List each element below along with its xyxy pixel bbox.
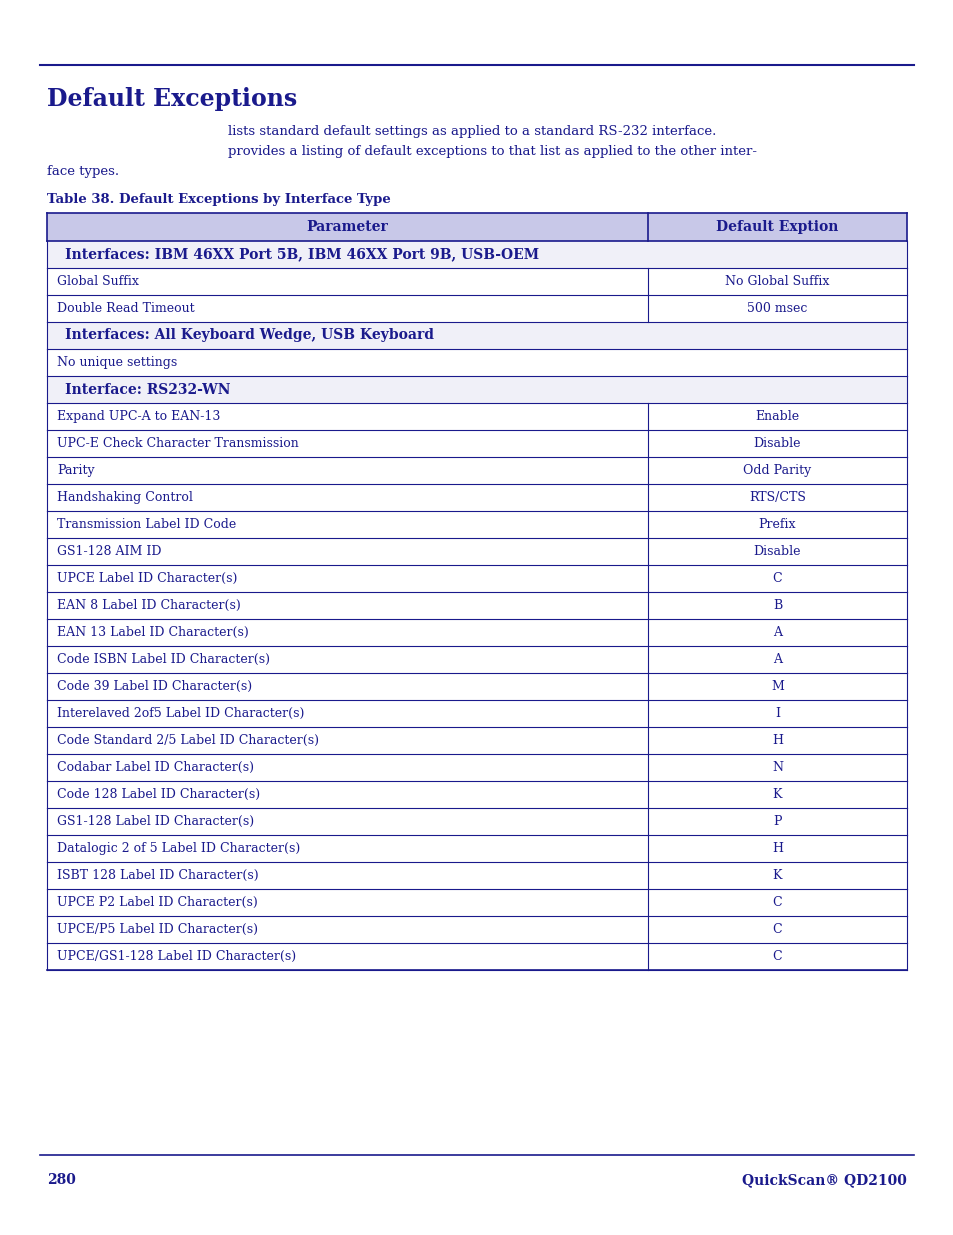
Text: A: A [772,626,781,638]
Text: C: C [772,897,781,909]
Text: Datalogic 2 of 5 Label ID Character(s): Datalogic 2 of 5 Label ID Character(s) [57,842,300,855]
Bar [47,673,906,700]
Bar [47,403,906,430]
Bar [47,835,906,862]
Text: GS1-128 Label ID Character(s): GS1-128 Label ID Character(s) [57,815,253,827]
Bar [47,916,906,944]
Text: Interfaces: IBM 46XX Port 5B, IBM 46XX Port 9B, USB-OEM: Interfaces: IBM 46XX Port 5B, IBM 46XX P… [65,247,538,262]
Bar [47,862,906,889]
Text: Code Standard 2/5 Label ID Character(s): Code Standard 2/5 Label ID Character(s) [57,734,318,747]
Bar [47,511,906,538]
Text: Prefix: Prefix [758,517,796,531]
Text: Enable: Enable [755,410,799,424]
Text: N: N [771,761,782,774]
Text: Table 38. Default Exceptions by Interface Type: Table 38. Default Exceptions by Interfac… [47,193,391,206]
Text: Global Suffix: Global Suffix [57,275,139,288]
Bar [47,781,906,808]
Bar [47,484,906,511]
Text: C: C [772,572,781,585]
Text: UPC-E Check Character Transmission: UPC-E Check Character Transmission [57,437,298,450]
Bar [47,889,906,916]
Text: Odd Parity: Odd Parity [742,464,811,477]
Text: Disable: Disable [753,545,801,558]
Text: 280: 280 [47,1173,76,1187]
Bar [47,808,906,835]
Bar [47,295,906,322]
Bar [47,700,906,727]
Text: No unique settings: No unique settings [57,356,177,369]
Bar [47,592,906,619]
Text: K: K [772,788,781,802]
Text: A: A [772,653,781,666]
Bar [47,457,906,484]
Text: ISBT 128 Label ID Character(s): ISBT 128 Label ID Character(s) [57,869,258,882]
Text: Code 39 Label ID Character(s): Code 39 Label ID Character(s) [57,680,252,693]
Text: Code 128 Label ID Character(s): Code 128 Label ID Character(s) [57,788,260,802]
Text: Default Exceptions: Default Exceptions [47,86,297,111]
Text: 500 msec: 500 msec [746,303,807,315]
Text: No Global Suffix: No Global Suffix [724,275,829,288]
Text: Handshaking Control: Handshaking Control [57,492,193,504]
Text: Disable: Disable [753,437,801,450]
Text: P: P [773,815,781,827]
Bar [47,375,906,403]
Text: Codabar Label ID Character(s): Codabar Label ID Character(s) [57,761,253,774]
Text: EAN 8 Label ID Character(s): EAN 8 Label ID Character(s) [57,599,240,613]
Bar [47,727,906,755]
Text: EAN 13 Label ID Character(s): EAN 13 Label ID Character(s) [57,626,249,638]
Text: Interelaved 2of5 Label ID Character(s): Interelaved 2of5 Label ID Character(s) [57,706,304,720]
Bar [47,322,906,350]
Text: UPCE P2 Label ID Character(s): UPCE P2 Label ID Character(s) [57,897,257,909]
Text: C: C [772,923,781,936]
Text: I: I [774,706,780,720]
Bar [47,430,906,457]
Text: QuickScan® QD2100: QuickScan® QD2100 [741,1173,906,1187]
Text: lists standard default settings as applied to a standard RS-232 interface.: lists standard default settings as appli… [228,125,716,138]
Text: C: C [772,950,781,963]
Text: face types.: face types. [47,165,119,178]
Text: Interfaces: All Keyboard Wedge, USB Keyboard: Interfaces: All Keyboard Wedge, USB Keyb… [65,329,434,342]
Bar [47,755,906,781]
Bar [47,538,906,564]
Text: H: H [771,842,782,855]
Text: provides a listing of default exceptions to that list as applied to the other in: provides a listing of default exceptions… [228,144,757,158]
Text: Code ISBN Label ID Character(s): Code ISBN Label ID Character(s) [57,653,270,666]
Bar [47,944,906,969]
Text: RTS/CTS: RTS/CTS [748,492,805,504]
Bar [47,241,906,268]
Text: Parity: Parity [57,464,94,477]
Text: B: B [772,599,781,613]
Text: Interface: RS232-WN: Interface: RS232-WN [65,383,231,396]
Text: Double Read Timeout: Double Read Timeout [57,303,194,315]
Text: GS1-128 AIM ID: GS1-128 AIM ID [57,545,161,558]
Bar [47,268,906,295]
Bar [47,646,906,673]
Text: Expand UPC-A to EAN-13: Expand UPC-A to EAN-13 [57,410,220,424]
Text: K: K [772,869,781,882]
Text: M: M [770,680,783,693]
Bar [47,212,906,241]
Bar [47,350,906,375]
Text: UPCE/GS1-128 Label ID Character(s): UPCE/GS1-128 Label ID Character(s) [57,950,295,963]
Text: UPCE/P5 Label ID Character(s): UPCE/P5 Label ID Character(s) [57,923,257,936]
Text: Default Exption: Default Exption [716,220,838,233]
Bar [47,619,906,646]
Bar [47,564,906,592]
Text: Transmission Label ID Code: Transmission Label ID Code [57,517,236,531]
Text: H: H [771,734,782,747]
Text: UPCE Label ID Character(s): UPCE Label ID Character(s) [57,572,237,585]
Text: Parameter: Parameter [306,220,388,233]
